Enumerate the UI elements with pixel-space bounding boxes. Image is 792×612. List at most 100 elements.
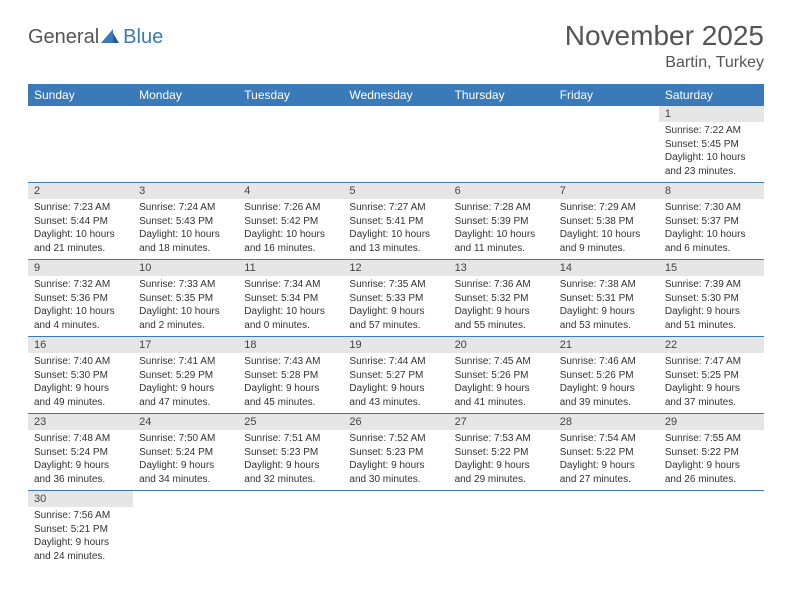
day-cell: 22Sunrise: 7:47 AMSunset: 5:25 PMDayligh… [659, 337, 764, 414]
day-number: 16 [28, 337, 133, 353]
day-cell: 27Sunrise: 7:53 AMSunset: 5:22 PMDayligh… [449, 414, 554, 491]
weekday-friday: Friday [554, 84, 659, 106]
day-cell: 10Sunrise: 7:33 AMSunset: 5:35 PMDayligh… [133, 260, 238, 337]
sunrise-text: Sunrise: 7:44 AM [349, 355, 442, 369]
day-cell [554, 106, 659, 183]
day-number: 10 [133, 260, 238, 276]
day-number: 1 [659, 106, 764, 122]
daylight-text: Daylight: 9 hours and 51 minutes. [665, 305, 758, 332]
day-number: 12 [343, 260, 448, 276]
day-content [554, 122, 659, 176]
day-content [238, 507, 343, 561]
weekday-thursday: Thursday [449, 84, 554, 106]
day-content: Sunrise: 7:32 AMSunset: 5:36 PMDaylight:… [28, 276, 133, 336]
sunrise-text: Sunrise: 7:50 AM [139, 432, 232, 446]
day-cell: 15Sunrise: 7:39 AMSunset: 5:30 PMDayligh… [659, 260, 764, 337]
day-content: Sunrise: 7:28 AMSunset: 5:39 PMDaylight:… [449, 199, 554, 259]
daylight-text: Daylight: 10 hours and 11 minutes. [455, 228, 548, 255]
day-number: 20 [449, 337, 554, 353]
day-content: Sunrise: 7:40 AMSunset: 5:30 PMDaylight:… [28, 353, 133, 413]
day-cell: 30Sunrise: 7:56 AMSunset: 5:21 PMDayligh… [28, 491, 133, 568]
sunset-text: Sunset: 5:45 PM [665, 138, 758, 152]
day-cell: 14Sunrise: 7:38 AMSunset: 5:31 PMDayligh… [554, 260, 659, 337]
daylight-text: Daylight: 9 hours and 53 minutes. [560, 305, 653, 332]
calendar-week-row: 1 Sunrise: 7:22 AMSunset: 5:45 PMDaylight… [28, 106, 764, 183]
day-content [449, 122, 554, 176]
day-cell: 5Sunrise: 7:27 AMSunset: 5:41 PMDaylight… [343, 183, 448, 260]
day-number: 6 [449, 183, 554, 199]
sunset-text: Sunset: 5:35 PM [139, 292, 232, 306]
sunset-text: Sunset: 5:29 PM [139, 369, 232, 383]
day-cell [133, 106, 238, 183]
day-cell: 4Sunrise: 7:26 AMSunset: 5:42 PMDaylight… [238, 183, 343, 260]
sunset-text: Sunset: 5:31 PM [560, 292, 653, 306]
daylight-text: Daylight: 10 hours and 6 minutes. [665, 228, 758, 255]
day-content: Sunrise: 7:52 AMSunset: 5:23 PMDaylight:… [343, 430, 448, 490]
sunset-text: Sunset: 5:30 PM [34, 369, 127, 383]
weekday-wednesday: Wednesday [343, 84, 448, 106]
sunset-text: Sunset: 5:23 PM [349, 446, 442, 460]
day-cell: 29Sunrise: 7:55 AMSunset: 5:22 PMDayligh… [659, 414, 764, 491]
day-cell: 17Sunrise: 7:41 AMSunset: 5:29 PMDayligh… [133, 337, 238, 414]
day-number [343, 491, 448, 507]
sunrise-text: Sunrise: 7:39 AM [665, 278, 758, 292]
day-number: 7 [554, 183, 659, 199]
sunrise-text: Sunrise: 7:52 AM [349, 432, 442, 446]
sunrise-text: Sunrise: 7:45 AM [455, 355, 548, 369]
daylight-text: Daylight: 9 hours and 34 minutes. [139, 459, 232, 486]
sunset-text: Sunset: 5:26 PM [560, 369, 653, 383]
day-number [238, 491, 343, 507]
day-number: 9 [28, 260, 133, 276]
day-cell: 23Sunrise: 7:48 AMSunset: 5:24 PMDayligh… [28, 414, 133, 491]
sunrise-text: Sunrise: 7:32 AM [34, 278, 127, 292]
day-cell: 18Sunrise: 7:43 AMSunset: 5:28 PMDayligh… [238, 337, 343, 414]
daylight-text: Daylight: 9 hours and 27 minutes. [560, 459, 653, 486]
day-content: Sunrise: 7:34 AMSunset: 5:34 PMDaylight:… [238, 276, 343, 336]
daylight-text: Daylight: 9 hours and 39 minutes. [560, 382, 653, 409]
day-cell: 6Sunrise: 7:28 AMSunset: 5:39 PMDaylight… [449, 183, 554, 260]
calendar-week-row: 16Sunrise: 7:40 AMSunset: 5:30 PMDayligh… [28, 337, 764, 414]
sunrise-text: Sunrise: 7:22 AM [665, 124, 758, 138]
location-label: Bartin, Turkey [565, 54, 764, 72]
sunset-text: Sunset: 5:22 PM [455, 446, 548, 460]
calendar-body: 1Sunrise: 7:22 AMSunset: 5:45 PMDaylight… [28, 106, 764, 567]
sunset-text: Sunset: 5:23 PM [244, 446, 337, 460]
sunset-text: Sunset: 5:24 PM [139, 446, 232, 460]
day-cell [343, 491, 448, 568]
sunset-text: Sunset: 5:26 PM [455, 369, 548, 383]
day-number: 18 [238, 337, 343, 353]
daylight-text: Daylight: 9 hours and 55 minutes. [455, 305, 548, 332]
sunset-text: Sunset: 5:36 PM [34, 292, 127, 306]
sunset-text: Sunset: 5:33 PM [349, 292, 442, 306]
sunset-text: Sunset: 5:32 PM [455, 292, 548, 306]
day-cell [238, 491, 343, 568]
sunset-text: Sunset: 5:28 PM [244, 369, 337, 383]
daylight-text: Daylight: 9 hours and 57 minutes. [349, 305, 442, 332]
sunrise-text: Sunrise: 7:43 AM [244, 355, 337, 369]
daylight-text: Daylight: 10 hours and 21 minutes. [34, 228, 127, 255]
sunset-text: Sunset: 5:37 PM [665, 215, 758, 229]
day-content: Sunrise: 7:27 AMSunset: 5:41 PMDaylight:… [343, 199, 448, 259]
header: General Blue November 2025 Bartin, Turke… [28, 20, 764, 72]
day-cell [238, 106, 343, 183]
sunset-text: Sunset: 5:39 PM [455, 215, 548, 229]
logo-text-blue: Blue [123, 26, 163, 49]
daylight-text: Daylight: 10 hours and 23 minutes. [665, 151, 758, 178]
day-content [659, 507, 764, 561]
day-cell [659, 491, 764, 568]
day-cell: 9Sunrise: 7:32 AMSunset: 5:36 PMDaylight… [28, 260, 133, 337]
sunrise-text: Sunrise: 7:35 AM [349, 278, 442, 292]
sunset-text: Sunset: 5:22 PM [665, 446, 758, 460]
daylight-text: Daylight: 9 hours and 26 minutes. [665, 459, 758, 486]
day-cell: 16Sunrise: 7:40 AMSunset: 5:30 PMDayligh… [28, 337, 133, 414]
day-number [28, 106, 133, 122]
daylight-text: Daylight: 9 hours and 30 minutes. [349, 459, 442, 486]
logo-sail-icon [99, 27, 121, 50]
day-content: Sunrise: 7:41 AMSunset: 5:29 PMDaylight:… [133, 353, 238, 413]
day-content [343, 507, 448, 561]
day-content [28, 122, 133, 176]
daylight-text: Daylight: 10 hours and 18 minutes. [139, 228, 232, 255]
sunrise-text: Sunrise: 7:30 AM [665, 201, 758, 215]
sunrise-text: Sunrise: 7:55 AM [665, 432, 758, 446]
weekday-sunday: Sunday [28, 84, 133, 106]
